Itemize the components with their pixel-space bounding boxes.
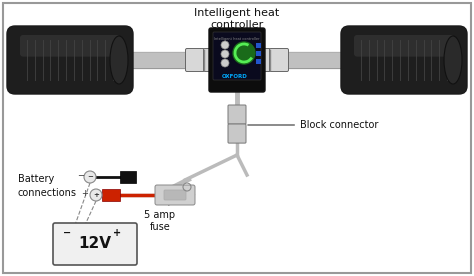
FancyBboxPatch shape [164,190,186,200]
Circle shape [233,42,255,64]
FancyBboxPatch shape [20,35,120,57]
Text: Intelligent heat controller: Intelligent heat controller [214,37,260,41]
FancyBboxPatch shape [256,51,261,56]
Text: Battery
connections: Battery connections [18,174,77,198]
FancyBboxPatch shape [3,3,471,273]
FancyBboxPatch shape [270,49,289,71]
Circle shape [90,189,102,201]
FancyBboxPatch shape [185,49,204,71]
Text: −: − [87,174,93,180]
FancyBboxPatch shape [155,185,195,205]
Ellipse shape [110,36,128,84]
FancyBboxPatch shape [256,59,261,64]
Circle shape [221,41,229,49]
Text: OXFORD: OXFORD [222,75,248,79]
FancyBboxPatch shape [203,49,222,71]
FancyBboxPatch shape [252,49,271,71]
FancyBboxPatch shape [213,32,261,80]
FancyBboxPatch shape [120,171,136,183]
Text: Block connector: Block connector [248,120,378,130]
FancyBboxPatch shape [53,223,137,265]
FancyBboxPatch shape [102,189,120,201]
FancyBboxPatch shape [209,28,265,92]
Text: −: − [63,228,71,238]
FancyBboxPatch shape [341,26,467,94]
FancyBboxPatch shape [228,105,246,124]
Text: +: + [113,228,121,238]
Circle shape [221,50,229,58]
Ellipse shape [444,36,462,84]
Circle shape [84,171,96,183]
Text: −: − [77,171,84,181]
FancyBboxPatch shape [228,124,246,143]
Text: 12V: 12V [79,237,111,251]
Text: +: + [81,190,88,198]
FancyBboxPatch shape [256,43,261,48]
Circle shape [221,59,229,67]
FancyBboxPatch shape [354,35,454,57]
Text: +: + [93,192,99,198]
Text: 5 amp
fuse: 5 amp fuse [145,203,175,232]
FancyBboxPatch shape [7,26,133,94]
Text: Intelligent heat
controller: Intelligent heat controller [194,8,280,30]
